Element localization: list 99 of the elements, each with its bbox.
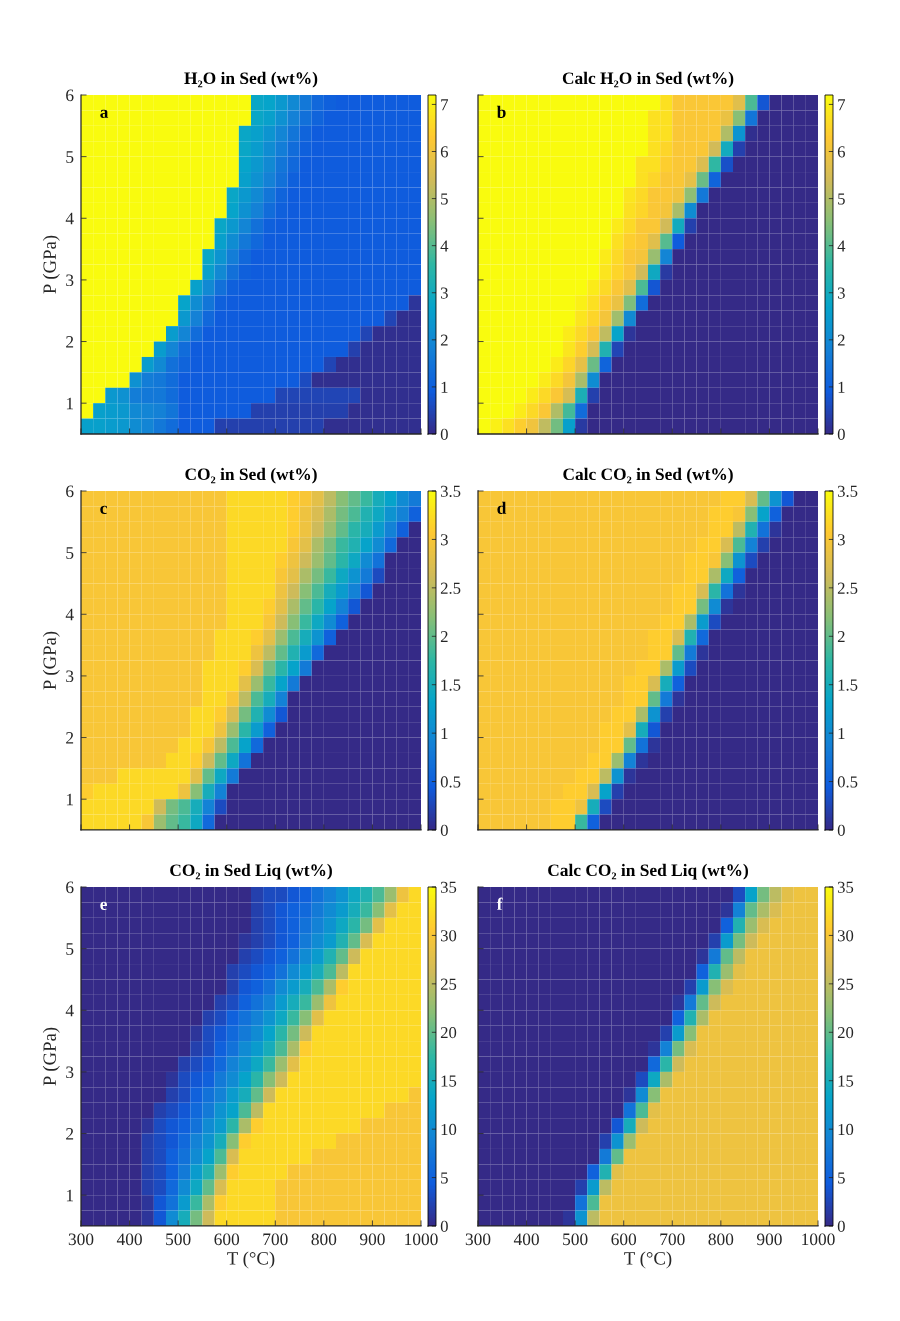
annotation: d xyxy=(497,501,507,514)
y-tick-label: 5 xyxy=(66,151,74,163)
color-bar-label: 1 xyxy=(838,727,845,739)
color-bar-label: 5 xyxy=(441,193,448,205)
annotation: a xyxy=(100,109,109,118)
color-bar-label: 5 xyxy=(838,193,845,205)
color-bar-label: 4 xyxy=(837,240,846,252)
color-bar-label: 2 xyxy=(837,334,845,346)
x-tick-label: 600 xyxy=(611,1233,637,1246)
y-axis-title: P (GPa) xyxy=(42,1027,60,1086)
color-bar-label: 0 xyxy=(440,428,448,440)
y-axis-title: P (GPa) xyxy=(42,631,60,690)
y-tick-label: 3 xyxy=(66,1066,74,1079)
x-tick-label: 600 xyxy=(214,1233,240,1246)
color-bar-label: 35 xyxy=(837,881,854,893)
x-tick-label: 400 xyxy=(116,1233,142,1246)
color-bar-label: 10 xyxy=(441,1123,457,1136)
color-bar-label: 20 xyxy=(837,1026,854,1039)
x-tick-label: 700 xyxy=(263,1233,288,1246)
color-bar-label: 0 xyxy=(440,824,448,836)
color-bar-label: 6 xyxy=(440,146,448,158)
color-bar-label: 3 xyxy=(837,287,845,299)
chart-title: Calc CO₂ in Sed (wt%) xyxy=(563,467,733,484)
color-bar-label: 5 xyxy=(838,1172,845,1184)
y-axis-title: P (GPa) xyxy=(42,235,60,294)
y-tick-label: 4 xyxy=(65,608,74,621)
x-tick-label: 700 xyxy=(660,1233,685,1246)
color-bar-label: 6 xyxy=(837,146,845,158)
color-bar-label: 1.5 xyxy=(838,679,858,691)
color-bar-label: 25 xyxy=(837,978,854,990)
color-bar-label: 3 xyxy=(440,287,448,299)
color-bar-label: 2 xyxy=(440,334,448,346)
y-tick-label: 2 xyxy=(66,1128,74,1140)
y-tick-label: 4 xyxy=(65,212,74,225)
color-bar-label: 30 xyxy=(837,930,854,942)
color-bar-label: 25 xyxy=(440,978,457,990)
annotation: b xyxy=(496,105,506,118)
y-tick-label: 1 xyxy=(66,397,74,410)
y-tick-label: 2 xyxy=(66,336,74,348)
color-bar-label: 2 xyxy=(837,631,845,643)
color-bar-label: 3 xyxy=(837,534,845,546)
color-bar-label: 5 xyxy=(441,1172,448,1184)
y-tick-label: 4 xyxy=(65,1004,74,1017)
chart-title: CO₂ in Sed Liq (wt%) xyxy=(170,863,332,880)
color-bar-label: 4 xyxy=(440,240,449,252)
x-tick-label: 300 xyxy=(68,1233,94,1246)
x-tick-label: 900 xyxy=(756,1233,782,1246)
color-bar-label: 2.5 xyxy=(440,582,461,594)
color-bar-label: 3.5 xyxy=(837,485,858,498)
color-bar-label: 0 xyxy=(837,824,845,836)
y-tick-label: 6 xyxy=(66,89,74,102)
color-bar-label: 1 xyxy=(441,727,448,739)
y-tick-label: 2 xyxy=(66,732,74,744)
x-tick-label: 800 xyxy=(311,1233,337,1246)
chart-title: Calc H₂O in Sed (wt%) xyxy=(562,71,734,88)
color-bar-label: 0 xyxy=(837,1220,845,1232)
color-bar-label: 1.5 xyxy=(441,679,461,691)
color-bar-label: 20 xyxy=(440,1026,457,1039)
x-axis-title: T (°C) xyxy=(227,1251,275,1269)
color-bar-label: 2.5 xyxy=(837,582,858,594)
y-tick-label: 6 xyxy=(66,881,74,894)
chart-title: CO₂ in Sed (wt%) xyxy=(185,467,317,484)
annotation: e xyxy=(100,901,107,910)
x-tick-label: 1000 xyxy=(802,1233,835,1246)
x-tick-label: 1000 xyxy=(405,1233,438,1246)
color-bar-label: 0 xyxy=(440,1220,448,1232)
color-bar-label: 7 xyxy=(838,99,846,111)
y-tick-label: 5 xyxy=(66,943,74,955)
color-bar-label: 15 xyxy=(838,1075,854,1087)
color-bar-label: 30 xyxy=(440,930,457,942)
x-tick-label: 800 xyxy=(708,1233,734,1246)
color-bar-label: 3.5 xyxy=(440,485,461,498)
color-bar-label: 1 xyxy=(838,381,845,393)
color-bar-label: 3 xyxy=(440,534,448,546)
color-bar-label: 1 xyxy=(441,381,448,393)
color-bar-label: 7 xyxy=(441,99,449,111)
y-tick-label: 3 xyxy=(66,670,74,683)
color-bar-label: 15 xyxy=(441,1075,457,1087)
y-tick-label: 1 xyxy=(66,793,74,806)
chart-title: Calc CO₂ in Sed Liq (wt%) xyxy=(548,863,748,880)
color-bar-label: 2 xyxy=(440,631,448,643)
y-tick-label: 5 xyxy=(66,547,74,559)
x-tick-label: 300 xyxy=(465,1233,491,1246)
chart-title: H₂O in Sed (wt%) xyxy=(184,71,318,88)
annotation: c xyxy=(100,505,107,514)
x-tick-label: 500 xyxy=(166,1233,191,1246)
annotation: f xyxy=(496,897,503,910)
color-bar-label: 35 xyxy=(440,881,457,893)
x-tick-label: 400 xyxy=(513,1233,539,1246)
x-axis-title: T (°C) xyxy=(624,1251,672,1269)
y-tick-label: 1 xyxy=(66,1189,74,1202)
color-bar-label: 0.5 xyxy=(440,776,461,788)
y-tick-label: 6 xyxy=(66,485,74,498)
x-tick-label: 500 xyxy=(563,1233,588,1246)
color-bar-label: 0 xyxy=(837,428,845,440)
color-bar-label: 0.5 xyxy=(837,776,858,788)
x-tick-label: 900 xyxy=(359,1233,385,1246)
y-tick-label: 3 xyxy=(66,274,74,287)
color-bar-label: 10 xyxy=(838,1123,854,1136)
